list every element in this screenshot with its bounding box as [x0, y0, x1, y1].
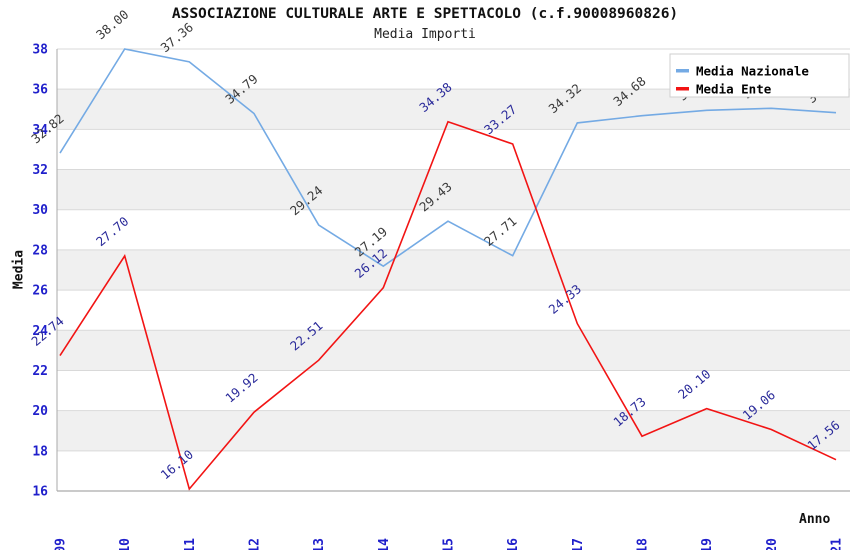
- x-tick-label: 2017: [571, 538, 586, 550]
- y-tick-label: 38: [32, 43, 48, 58]
- legend-label-media-ente: Media Ente: [696, 82, 772, 97]
- plot-band: [57, 450, 850, 491]
- plot-band: [57, 410, 850, 451]
- y-axis-title: Media: [11, 249, 27, 290]
- chart-title: ASSOCIAZIONE CULTURALE ARTE E SPETTACOLO…: [171, 6, 679, 22]
- y-tick-label: 16: [32, 485, 48, 500]
- x-tick-label: 2012: [248, 538, 263, 550]
- x-tick-label: 2021: [830, 538, 845, 550]
- plot-band: [57, 330, 850, 371]
- plot-band: [57, 249, 850, 291]
- plot-band: [57, 370, 850, 411]
- plot-band: [57, 209, 850, 250]
- y-tick-label: 18: [32, 444, 48, 459]
- y-tick-label: 26: [32, 284, 48, 299]
- x-tick-label: 2018: [636, 538, 651, 550]
- x-tick-label: 2013: [312, 538, 327, 550]
- chart-subtitle: Media Importi: [374, 27, 476, 42]
- series-line-media-nazionale: [59, 48, 837, 268]
- y-tick-label: 28: [32, 243, 48, 258]
- x-tick-label: 2009: [54, 538, 69, 550]
- y-tick-label: 24: [32, 324, 48, 339]
- x-tick-label: 2011: [183, 538, 198, 550]
- y-tick-label: 22: [32, 364, 48, 379]
- x-axis-title: Anno: [799, 512, 831, 527]
- plot-band: [57, 129, 850, 170]
- legend: [669, 53, 850, 98]
- x-tick-label: 2016: [506, 538, 521, 550]
- legend-label-media-nazionale: Media Nazionale: [696, 64, 809, 79]
- plot-band: [57, 290, 850, 331]
- x-tick-label: 2010: [118, 538, 133, 550]
- x-tick-label: 2020: [765, 538, 780, 550]
- series-line-media-ente: [59, 120, 837, 491]
- y-tick-label: 36: [32, 83, 48, 98]
- red-dash-icon: [676, 87, 689, 91]
- y-tick-label: 30: [32, 203, 48, 218]
- y-tick-label: 32: [32, 163, 48, 178]
- blue-dash-icon: [676, 69, 689, 73]
- y-tick-label: 34: [32, 123, 48, 138]
- x-tick-label: 2019: [700, 538, 715, 550]
- x-tick-label: 2015: [442, 538, 457, 550]
- x-tick-label: 2014: [377, 538, 392, 550]
- plot-band: [57, 169, 850, 210]
- y-tick-label: 20: [32, 404, 48, 419]
